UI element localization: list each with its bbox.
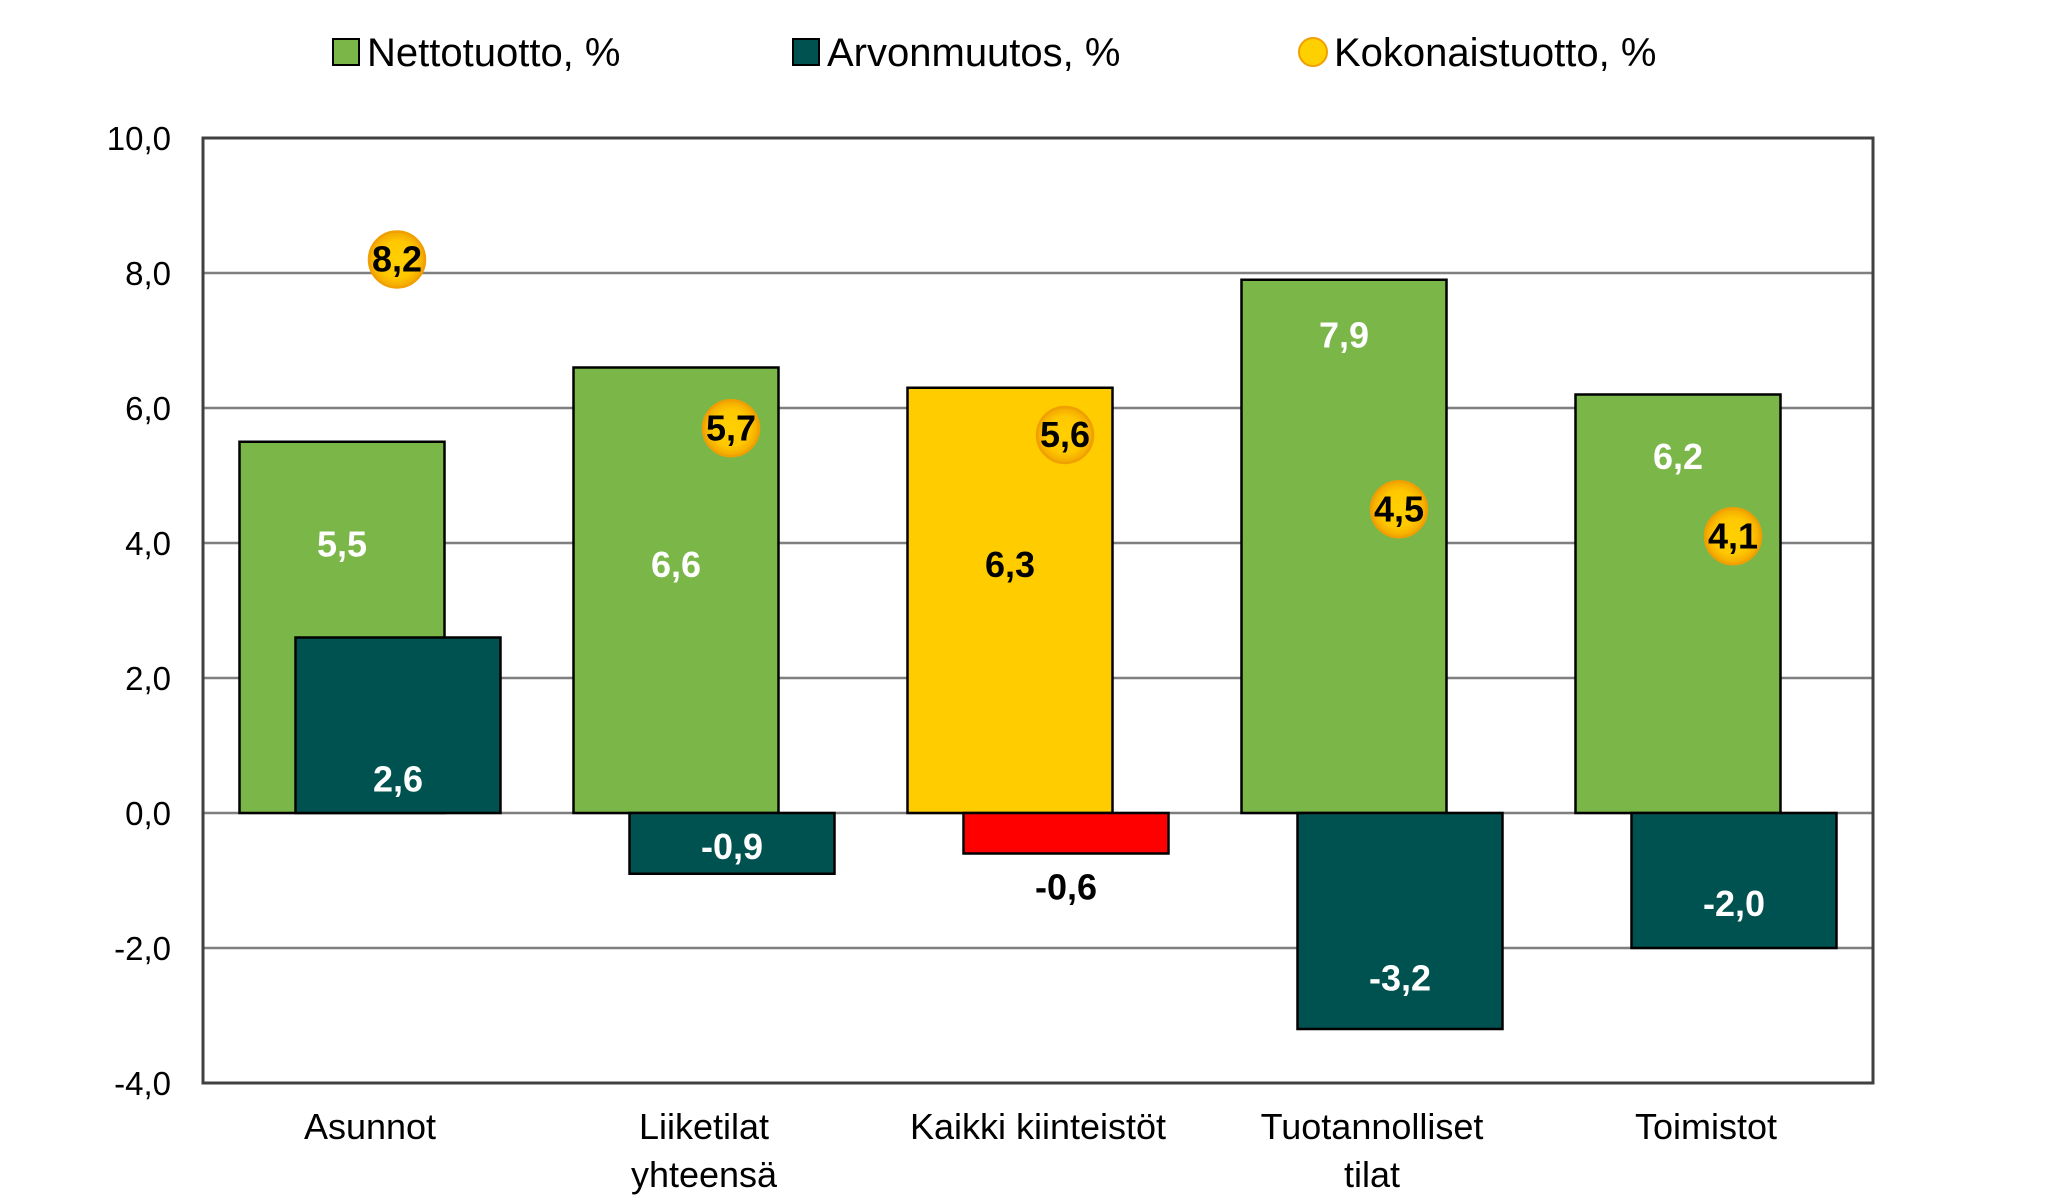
data-label-nettotuotto: 6,2	[1653, 436, 1703, 477]
legend-label: Kokonaistuotto, %	[1334, 31, 1656, 75]
y-tick-label: 10,0	[107, 120, 171, 157]
x-axis: Asunnot Liiketilat yhteensä Kaikki kiinteis…	[304, 1106, 1777, 1195]
data-label-arvonmuutos: -0,6	[1035, 867, 1097, 908]
data-label-arvonmuutos: -0,9	[701, 826, 763, 867]
data-labels: 5,5 2,6 8,2 6,6 -0,9 5,7 6,3 -0,6 5,6 7,9 -3,2 4,5 6…	[317, 239, 1765, 999]
bar-arvonmuutos	[294, 636, 502, 815]
data-label-arvonmuutos: -2,0	[1703, 883, 1765, 924]
data-label-kokonaistuotto: 5,7	[706, 407, 756, 448]
x-tick-label: Toimistot	[1635, 1106, 1777, 1147]
data-label-arvonmuutos: 2,6	[373, 758, 423, 799]
legend-swatch	[332, 38, 360, 66]
legend-label: Nettotuotto, %	[367, 31, 620, 75]
x-tick-label: Tuotannolliset	[1261, 1106, 1484, 1147]
x-tick-label: Kaikki kiinteistöt	[910, 1106, 1166, 1147]
bar-nettotuotto	[1574, 393, 1782, 815]
bar-arvonmuutos	[628, 811, 836, 875]
x-tick-label: Liiketilat	[639, 1106, 769, 1147]
marker-kokonaistuotto	[1369, 480, 1429, 539]
bar-nettotuotto	[1240, 278, 1448, 815]
data-label-arvonmuutos: -3,2	[1369, 957, 1431, 998]
y-tick-label: 2,0	[125, 660, 171, 697]
bar-arvonmuutos	[1296, 811, 1504, 1031]
y-tick-label: 0,0	[125, 795, 171, 832]
bars	[238, 278, 1838, 1031]
marker-kokonaistuotto	[1035, 405, 1095, 465]
data-label-nettotuotto: 7,9	[1319, 314, 1369, 355]
plot-frame	[201, 136, 1875, 1085]
data-label-kokonaistuotto: 4,1	[1708, 515, 1758, 556]
bar-arvonmuutos	[962, 811, 1170, 855]
y-axis: -4,0 -2,0 0,0 2,0 4,0 6,0 8,0 10,0	[107, 120, 171, 1102]
plot-border	[201, 136, 1875, 1085]
data-label-kokonaistuotto: 4,5	[1374, 488, 1424, 529]
legend-label: Arvonmuutos, %	[827, 31, 1120, 75]
bar-arvonmuutos	[1630, 811, 1838, 950]
legend: Nettotuotto, % Arvonmuutos, % Kokonaistuot…	[332, 31, 1656, 75]
x-tick-label: yhteensä	[631, 1154, 778, 1195]
data-label-nettotuotto: 5,5	[317, 524, 367, 565]
y-tick-label: 4,0	[125, 525, 171, 562]
marker-kokonaistuotto	[1703, 507, 1763, 566]
y-tick-label: 8,0	[125, 255, 171, 292]
data-label-nettotuotto: 6,3	[985, 544, 1035, 585]
data-label-nettotuotto: 6,6	[651, 544, 701, 585]
x-tick-label: tilat	[1344, 1154, 1400, 1195]
data-label-kokonaistuotto: 5,6	[1040, 414, 1090, 455]
legend-swatch	[1298, 37, 1328, 67]
y-tick-label: -4,0	[114, 1065, 171, 1102]
marker-kokonaistuotto	[701, 399, 761, 458]
data-label-kokonaistuotto: 8,2	[372, 239, 422, 280]
marker-kokonaistuotto	[367, 230, 427, 289]
legend-swatch	[792, 38, 820, 66]
y-tick-label: 6,0	[125, 390, 171, 427]
y-tick-label: -2,0	[114, 930, 171, 967]
markers	[367, 230, 1763, 566]
x-tick-label: Asunnot	[304, 1106, 436, 1147]
